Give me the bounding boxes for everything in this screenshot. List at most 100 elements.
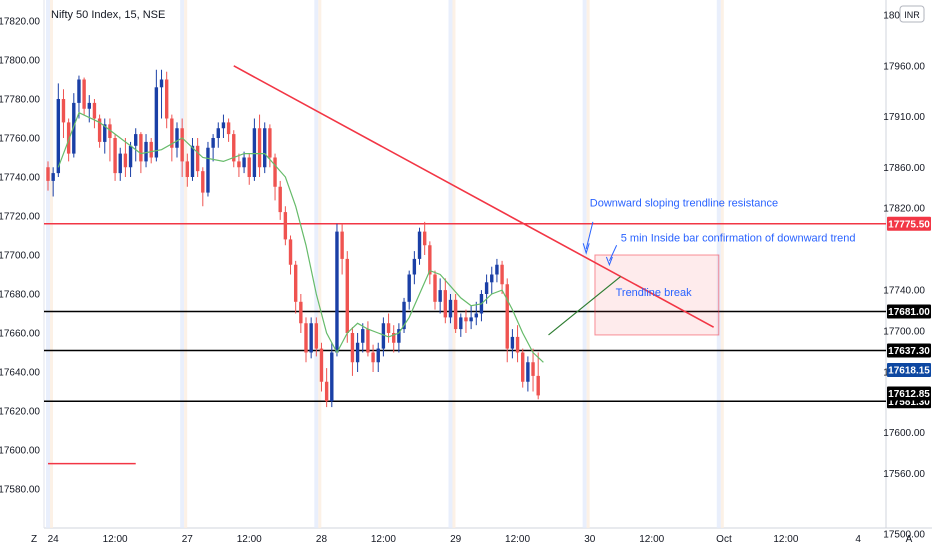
annotation-arrowhead	[582, 243, 590, 255]
candle-body	[206, 147, 210, 193]
price-tag-label: 17775.50	[888, 219, 930, 230]
candle-body	[113, 138, 117, 174]
session-band	[180, 0, 185, 528]
candle-body	[422, 231, 427, 246]
annotation-arrow	[608, 245, 618, 262]
candle-body	[469, 317, 473, 322]
candle-body	[299, 301, 303, 324]
currency-badge[interactable]	[899, 5, 925, 23]
session-band-pre	[452, 0, 456, 528]
time-tick-label: 12:00	[371, 534, 396, 545]
candle-body	[283, 212, 288, 240]
candle-body	[247, 157, 251, 177]
auto-scale-button[interactable]: A	[906, 534, 913, 545]
candle-body	[490, 274, 494, 283]
candle-body	[386, 323, 391, 333]
time-tick-label: 30	[584, 534, 596, 545]
candle-body	[108, 124, 112, 138]
candle-body	[361, 329, 365, 343]
price-tag-label: 17681.00	[888, 307, 930, 318]
timezone-button[interactable]: Z	[31, 534, 37, 545]
right-tick-label: 17910.00	[883, 112, 925, 123]
candle-body	[190, 145, 195, 177]
left-tick-label: 17660.00	[0, 329, 40, 340]
right-tick-label: 17740.00	[883, 286, 925, 297]
candle-body	[443, 290, 448, 318]
candle-body	[72, 102, 76, 154]
time-tick-label: 27	[182, 534, 194, 545]
candle-body	[242, 157, 246, 168]
candle-body	[293, 264, 298, 302]
candle-body	[237, 161, 241, 168]
right-axis-panel[interactable]	[886, 0, 932, 550]
candle-body	[464, 317, 468, 322]
horizontal-levels	[44, 223, 886, 465]
left-tick-label: 17800.00	[0, 56, 40, 67]
session-band	[46, 0, 50, 528]
candle-body	[474, 313, 478, 318]
candle-body	[330, 352, 334, 402]
left-tick-label: 17580.00	[0, 485, 40, 496]
candle-body	[412, 258, 417, 275]
right-tick-label: 17600.00	[883, 428, 925, 439]
session-band-pre	[720, 0, 724, 528]
candle-body	[376, 348, 380, 363]
candle-body	[433, 274, 437, 302]
left-tick-label: 17700.00	[0, 251, 40, 262]
price-tag	[887, 343, 931, 358]
moving-average	[57, 111, 544, 363]
candle-body	[273, 157, 277, 187]
moving-average-line	[57, 111, 544, 363]
annotation-text: Trendline break	[616, 287, 693, 299]
candle-body	[495, 264, 499, 275]
right-tick-label: 17500.00	[883, 529, 925, 540]
left-tick-label: 17780.00	[0, 95, 40, 106]
annotations: Downward sloping trendline resistance 5 m…	[582, 197, 856, 299]
price-tag-label: 17618.15	[888, 366, 930, 377]
candle-body	[134, 134, 138, 146]
candle-body	[232, 134, 236, 162]
candle-body	[221, 122, 226, 129]
time-tick-label: 24	[48, 534, 60, 545]
right-tick-label: 17700.00	[883, 327, 925, 338]
candle-body	[392, 333, 396, 343]
candle-body	[438, 290, 442, 302]
price-tag	[887, 304, 931, 319]
candle-body	[180, 128, 184, 162]
candle-body	[397, 329, 401, 343]
candle-body	[144, 141, 148, 162]
time-tick-label: 12:00	[639, 534, 664, 545]
currency-label: INR	[904, 10, 920, 20]
candle-body	[66, 122, 71, 154]
candle-body	[371, 352, 375, 363]
right-tick-label: 17560.00	[883, 469, 925, 480]
candle-body	[61, 99, 66, 123]
candle-body	[526, 362, 530, 382]
price-tag-label: 17581.30	[888, 397, 930, 408]
candle-body	[92, 102, 97, 119]
session-band	[582, 0, 587, 528]
annotation-text: 5 min Inside bar confirmation of downwar…	[621, 232, 856, 244]
candle-body	[510, 336, 515, 349]
annotation-arrow	[585, 221, 594, 250]
candle-body	[185, 161, 190, 177]
candle-body	[417, 231, 422, 259]
candle-body	[340, 231, 344, 259]
candle-body	[309, 323, 313, 353]
left-axis-panel[interactable]	[0, 0, 44, 550]
candle-body	[505, 284, 509, 349]
candle-body	[319, 348, 324, 382]
left-tick-label: 17720.00	[0, 212, 40, 223]
candle-body	[402, 301, 406, 330]
price-tag	[887, 386, 931, 401]
candle-body	[226, 122, 231, 135]
candle-body	[77, 79, 81, 103]
candle-body	[448, 299, 453, 318]
candle-body	[515, 336, 520, 353]
candle-body	[118, 153, 122, 174]
candle-body	[366, 329, 370, 353]
candle-body	[345, 258, 349, 333]
time-tick-label: 12:00	[237, 534, 262, 545]
candle-body	[211, 138, 215, 148]
